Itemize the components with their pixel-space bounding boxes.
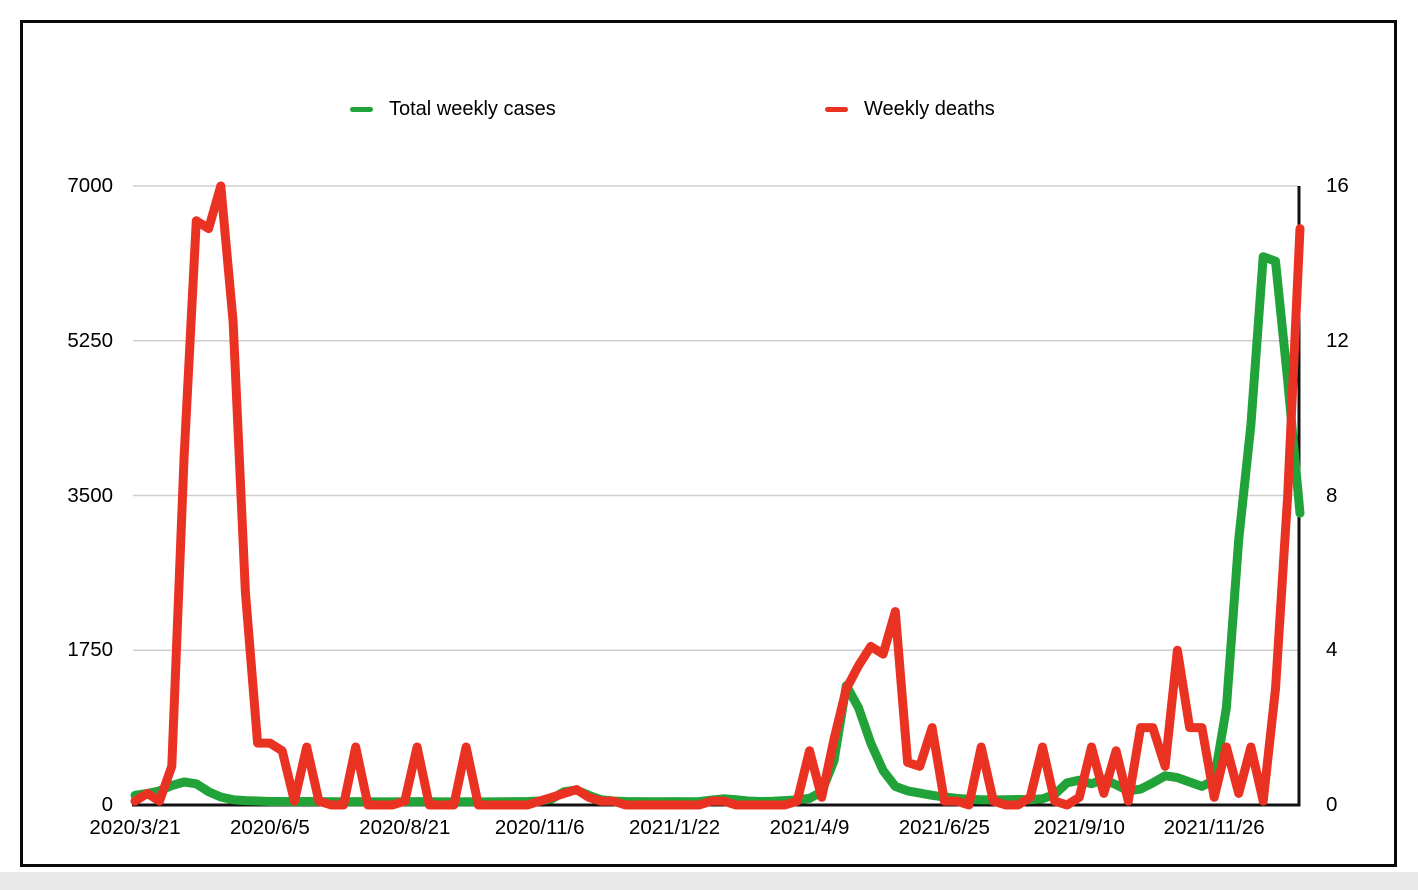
x-axis-tick-label: 2020/11/6 bbox=[494, 816, 585, 839]
x-axis-tick-label: 2021/4/9 bbox=[769, 816, 850, 839]
y-axis-left-tick-label: 0 bbox=[101, 793, 113, 816]
legend-item-cases: Total weekly cases bbox=[350, 95, 556, 123]
y-axis-right-tick-label: 4 bbox=[1326, 638, 1338, 662]
y-axis-right-tick-label: 12 bbox=[1326, 328, 1349, 352]
deaths-legend-label: Weekly deaths bbox=[864, 98, 995, 120]
x-axis-tick-label: 2020/8/21 bbox=[359, 816, 451, 839]
x-axis-tick-label: 2021/11/26 bbox=[1163, 816, 1265, 839]
cases-legend-swatch bbox=[350, 106, 373, 112]
chart-canvas bbox=[130, 181, 1305, 810]
cases-line-series bbox=[130, 252, 1305, 807]
deaths-legend-swatch bbox=[825, 106, 848, 112]
legend-item-deaths: Weekly deaths bbox=[825, 95, 995, 123]
deaths-line-series bbox=[130, 181, 1305, 810]
cases-legend-label: Total weekly cases bbox=[389, 98, 556, 120]
y-axis-right-tick-label: 16 bbox=[1326, 174, 1349, 197]
y-axis-left-tick-label: 3500 bbox=[67, 483, 113, 507]
window-bottom-strip bbox=[0, 872, 1418, 890]
y-axis-right-tick-label: 0 bbox=[1326, 793, 1338, 816]
x-axis-tick-label: 2021/1/22 bbox=[628, 816, 721, 839]
x-axis-tick-label: 2021/9/10 bbox=[1033, 816, 1125, 839]
y-axis-left-tick-label: 5250 bbox=[67, 328, 113, 352]
y-axis-left-tick-label: 1750 bbox=[67, 638, 113, 662]
x-axis-tick-label: 2020/3/21 bbox=[89, 816, 181, 839]
y-axis-left-tick-label: 7000 bbox=[67, 174, 113, 197]
x-axis-tick-label: 2021/6/25 bbox=[898, 816, 990, 839]
y-axis-right-tick-label: 8 bbox=[1326, 483, 1338, 507]
x-axis-tick-label: 2020/6/5 bbox=[229, 816, 310, 839]
